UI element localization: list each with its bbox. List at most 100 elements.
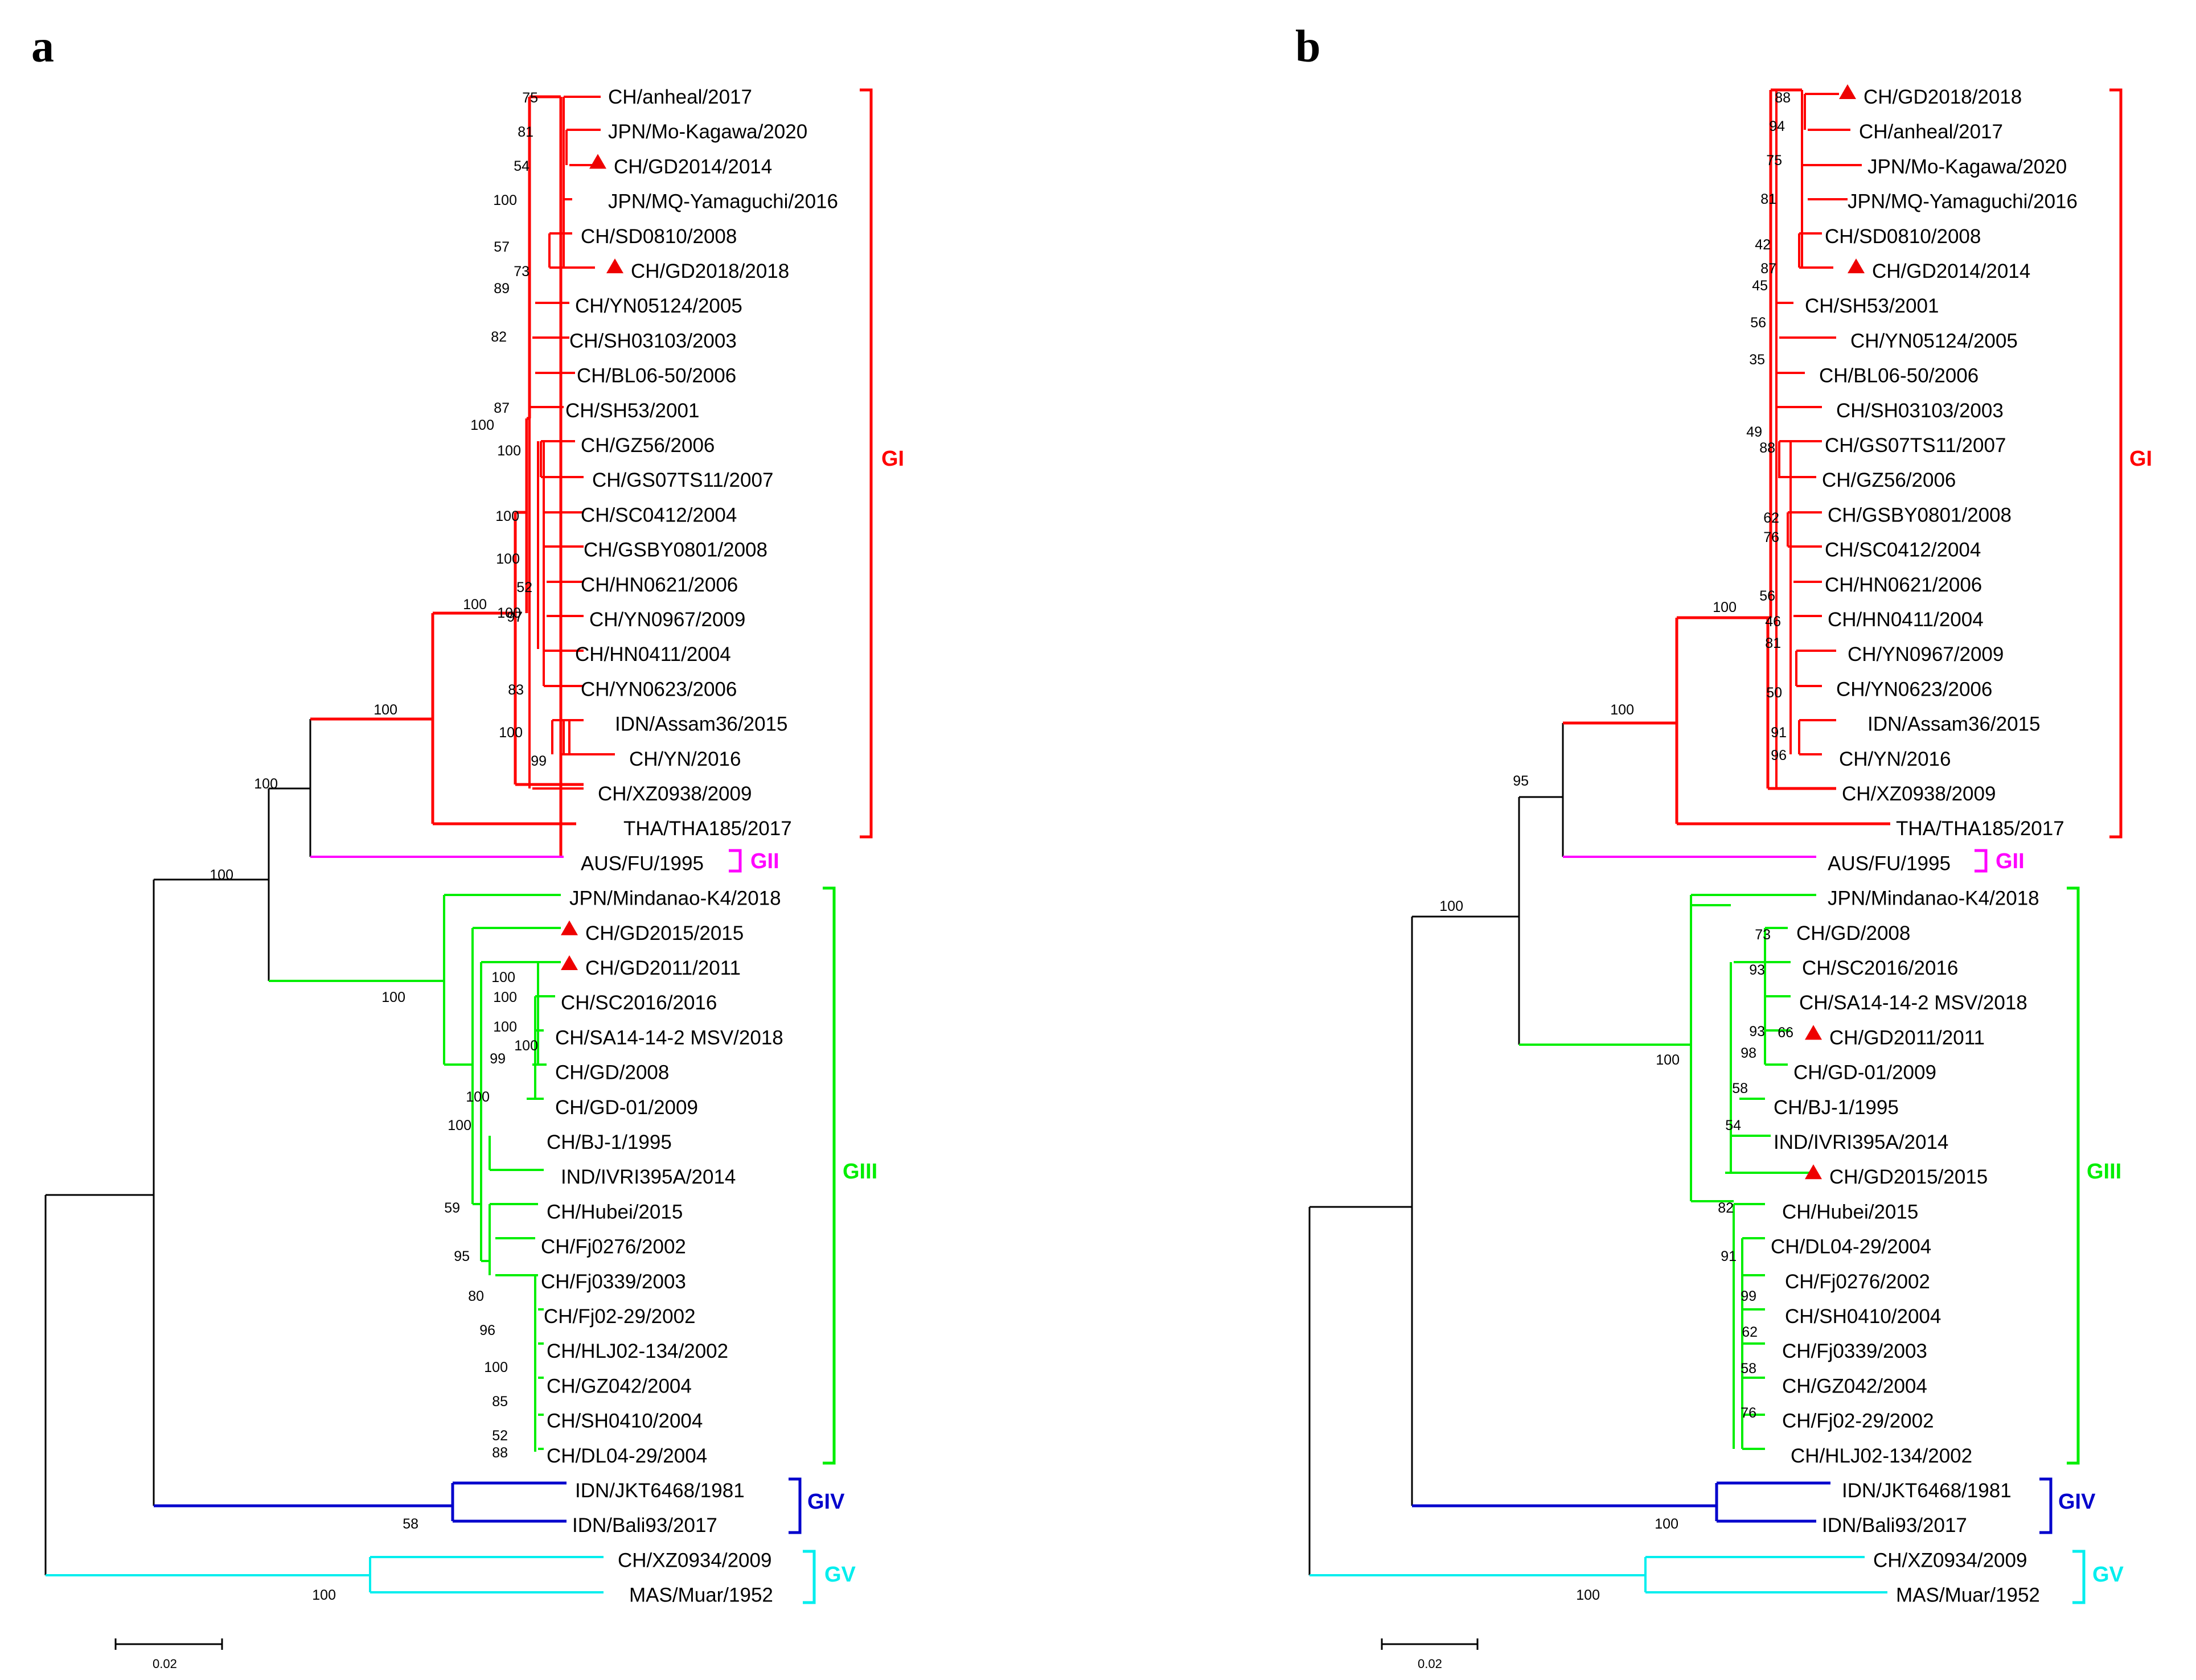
taxon-label: CH/YN0967/2009: [589, 609, 745, 631]
taxon-label: CH/GZ56/2006: [1822, 469, 1956, 491]
taxon-label: CH/YN05124/2005: [575, 295, 742, 317]
bootstrap-value: 94: [1769, 118, 1785, 134]
group-label-giii: GIII: [2087, 1160, 2121, 1184]
bootstrap-value: 87: [494, 400, 510, 416]
taxon-label: CH/YN/2016: [1839, 748, 1951, 770]
taxon-label: CH/GZ56/2006: [581, 434, 715, 457]
bootstrap-value: 100: [463, 597, 487, 613]
bootstrap-value: 57: [494, 239, 510, 255]
taxon-label: CH/YN/2016: [629, 748, 741, 770]
bootstrap-value: 96: [1771, 747, 1787, 763]
taxon-label: CH/SC2016/2016: [561, 992, 717, 1014]
taxon-label: CH/HN0621/2006: [581, 574, 738, 596]
bootstrap-value: 100: [1655, 1516, 1678, 1532]
taxon-label: CH/GSBY0801/2008: [1828, 504, 2012, 526]
taxon-label: CH/GD2014/2014: [1872, 260, 2030, 282]
taxon-label: CH/SD0810/2008: [1825, 225, 1981, 248]
bootstrap-value: 89: [494, 281, 510, 297]
taxon-label: CH/HN0411/2004: [1828, 609, 1984, 631]
bootstrap-value: 54: [514, 158, 529, 174]
bootstrap-value: 91: [1771, 725, 1787, 741]
marker-triangle-icon: [561, 920, 578, 935]
taxon-label: CH/GS07TS11/2007: [592, 469, 773, 491]
bootstrap-value: 52: [516, 580, 532, 595]
taxon-label: CH/Hubei/2015: [547, 1201, 683, 1223]
taxon-label: CH/GD2018/2018: [1863, 86, 2022, 108]
bootstrap-value: 100: [381, 989, 405, 1005]
taxon-label: CH/GZ042/2004: [1782, 1375, 1927, 1397]
taxon-label: JPN/MQ-Yamaguchi/2016: [1848, 191, 2078, 213]
taxon-label: MAS/Muar/1952: [1896, 1584, 2040, 1607]
taxon-label: CH/HN0621/2006: [1825, 574, 1982, 596]
group-label-gi: GI: [2129, 447, 2152, 471]
bootstrap-values-b: 8894758142874556354988627656468150919610…: [1439, 90, 1793, 1603]
taxon-label: CH/HN0411/2004: [575, 643, 731, 666]
taxon-label: CH/YN0967/2009: [1848, 643, 2004, 666]
bootstrap-value: 100: [210, 867, 233, 883]
taxon-label: CH/SH0410/2004: [547, 1410, 703, 1432]
taxon-label: CH/YN05124/2005: [1850, 330, 2018, 352]
taxon-label: CH/SH0410/2004: [1785, 1305, 1941, 1328]
bootstrap-value: 100: [466, 1089, 490, 1105]
bootstrap-value: 91: [1721, 1248, 1737, 1264]
taxon-label: THA/THA185/2017: [623, 818, 792, 840]
bootstrap-value: 100: [514, 1038, 538, 1054]
bootstrap-value: 62: [1742, 1324, 1758, 1340]
taxon-label: CH/Fj0339/2003: [541, 1271, 686, 1293]
taxon-label: CH/GD2014/2014: [614, 155, 772, 178]
taxon-label: AUS/FU/1995: [581, 852, 704, 874]
taxon-label: CH/GD2011/2011: [585, 957, 741, 979]
bootstrap-value: 52: [492, 1428, 508, 1444]
bootstrap-value: 93: [1749, 1024, 1765, 1040]
bootstrap-value: 42: [1755, 237, 1771, 253]
bootstrap-value: 88: [1775, 90, 1791, 106]
taxon-label: CH/Fj02-29/2002: [1782, 1410, 1934, 1432]
taxon-label: CH/GD2011/2011: [1829, 1026, 1985, 1049]
taxon-label: CH/Fj0276/2002: [541, 1236, 686, 1258]
bootstrap-value: 100: [497, 605, 521, 621]
taxon-label: CH/SA14-14-2 MSV/2018: [555, 1026, 783, 1049]
taxon-label: THA/THA185/2017: [1896, 818, 2064, 840]
bootstrap-value: 93: [1749, 962, 1765, 978]
marker-triangle-icon: [1805, 1025, 1822, 1040]
bootstrap-value: 100: [484, 1359, 508, 1375]
bootstrap-value: 88: [1759, 440, 1775, 456]
marker-triangle-icon: [1848, 258, 1865, 273]
bootstrap-value: 75: [522, 90, 538, 106]
taxon-label: CH/Fj0339/2003: [1782, 1340, 1927, 1362]
bootstrap-value: 100: [1439, 898, 1463, 914]
taxon-label: IND/IVRI395A/2014: [561, 1166, 736, 1188]
taxon-label: CH/HLJ02-134/2002: [547, 1340, 728, 1362]
taxon-label: CH/Hubei/2015: [1782, 1201, 1918, 1223]
taxon-label: CH/GS07TS11/2007: [1825, 434, 2006, 457]
bootstrap-value: 73: [1755, 927, 1771, 943]
taxon-label: CH/SH03103/2003: [1836, 400, 2004, 422]
bootstrap-value: 100: [493, 989, 517, 1005]
bootstrap-value: 99: [1741, 1288, 1756, 1304]
group-label-gv: GV: [824, 1563, 856, 1587]
taxon-label: IND/IVRI395A/2014: [1774, 1131, 1948, 1153]
taxon-label: JPN/Mo-Kagawa/2020: [608, 121, 807, 143]
bootstrap-value: 62: [1763, 510, 1779, 526]
marker-triangle-icon: [1839, 84, 1856, 99]
taxon-label: CH/GSBY0801/2008: [584, 539, 767, 561]
taxon-label: CH/GD2015/2015: [585, 922, 744, 944]
bootstrap-value: 46: [1765, 614, 1781, 630]
bootstrap-value: 88: [492, 1445, 508, 1461]
bootstrap-value: 58: [1732, 1081, 1748, 1096]
panel-b: b 0.02 CH/GD2018/2018 CH/anheal/2017 JPN/M…: [1295, 22, 2152, 1671]
taxon-label: JPN/Mindanao-K4/2018: [1828, 888, 2039, 910]
taxon-label: JPN/Mindanao-K4/2018: [569, 888, 781, 910]
taxon-label: CH/anheal/2017: [608, 86, 752, 108]
taxon-label: CH/GD2015/2015: [1829, 1166, 1988, 1188]
group-label-giii: GIII: [843, 1160, 877, 1184]
group-brackets-a: GI GII GIII GIV GV: [729, 88, 904, 1604]
group-label-giv: GIV: [2058, 1490, 2096, 1514]
taxon-label: CH/YN0623/2006: [581, 678, 737, 700]
bootstrap-value: 76: [1741, 1405, 1756, 1421]
bootstrap-value: 58: [1741, 1361, 1756, 1377]
taxon-label: CH/SC0412/2004: [1825, 539, 1981, 561]
bootstrap-value: 99: [531, 753, 547, 769]
bootstrap-value: 82: [491, 329, 507, 345]
bootstrap-value: 82: [1718, 1200, 1734, 1216]
